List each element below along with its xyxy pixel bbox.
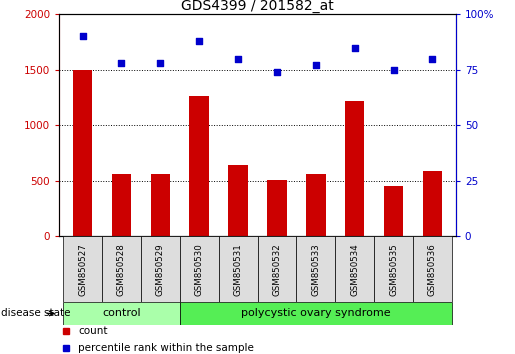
FancyBboxPatch shape (296, 236, 335, 302)
Text: GSM850529: GSM850529 (156, 243, 165, 296)
Point (234, 56, 242, 62)
FancyBboxPatch shape (63, 302, 180, 325)
Text: GSM850533: GSM850533 (311, 243, 320, 296)
Text: GSM850530: GSM850530 (195, 243, 204, 296)
FancyBboxPatch shape (258, 236, 296, 302)
Bar (190, 96, 209, 236)
Bar (384, 187, 403, 236)
Text: GSM850528: GSM850528 (117, 243, 126, 296)
Text: percentile rank within the sample: percentile rank within the sample (78, 343, 254, 353)
FancyBboxPatch shape (413, 236, 452, 302)
Text: control: control (102, 308, 141, 319)
Text: GSM850532: GSM850532 (272, 243, 281, 296)
Point (273, 69, 281, 75)
FancyBboxPatch shape (219, 236, 258, 302)
Bar (112, 174, 131, 236)
Bar (73, 70, 92, 236)
Text: disease state: disease state (1, 308, 70, 319)
Point (351, 45, 359, 50)
Bar (306, 174, 325, 236)
FancyBboxPatch shape (180, 236, 219, 302)
Point (117, 60, 126, 66)
Bar (228, 165, 248, 236)
FancyBboxPatch shape (180, 302, 452, 325)
FancyBboxPatch shape (374, 236, 413, 302)
Text: GSM850536: GSM850536 (428, 243, 437, 296)
Text: polycystic ovary syndrome: polycystic ovary syndrome (241, 308, 391, 319)
Point (156, 60, 164, 66)
FancyBboxPatch shape (141, 236, 180, 302)
FancyBboxPatch shape (102, 236, 141, 302)
Bar (345, 101, 365, 236)
Title: GDS4399 / 201582_at: GDS4399 / 201582_at (181, 0, 334, 13)
Bar (150, 174, 170, 236)
Text: GSM850535: GSM850535 (389, 243, 398, 296)
FancyBboxPatch shape (335, 236, 374, 302)
Text: GSM850534: GSM850534 (350, 243, 359, 296)
Point (195, 38, 203, 44)
Bar (423, 171, 442, 236)
FancyBboxPatch shape (63, 236, 102, 302)
Text: count: count (78, 326, 108, 336)
Point (389, 67, 398, 73)
Text: GSM850527: GSM850527 (78, 243, 87, 296)
Text: GSM850531: GSM850531 (234, 243, 243, 296)
Bar (267, 180, 287, 236)
Point (78, 34, 87, 39)
Point (428, 56, 437, 62)
Point (312, 62, 320, 68)
